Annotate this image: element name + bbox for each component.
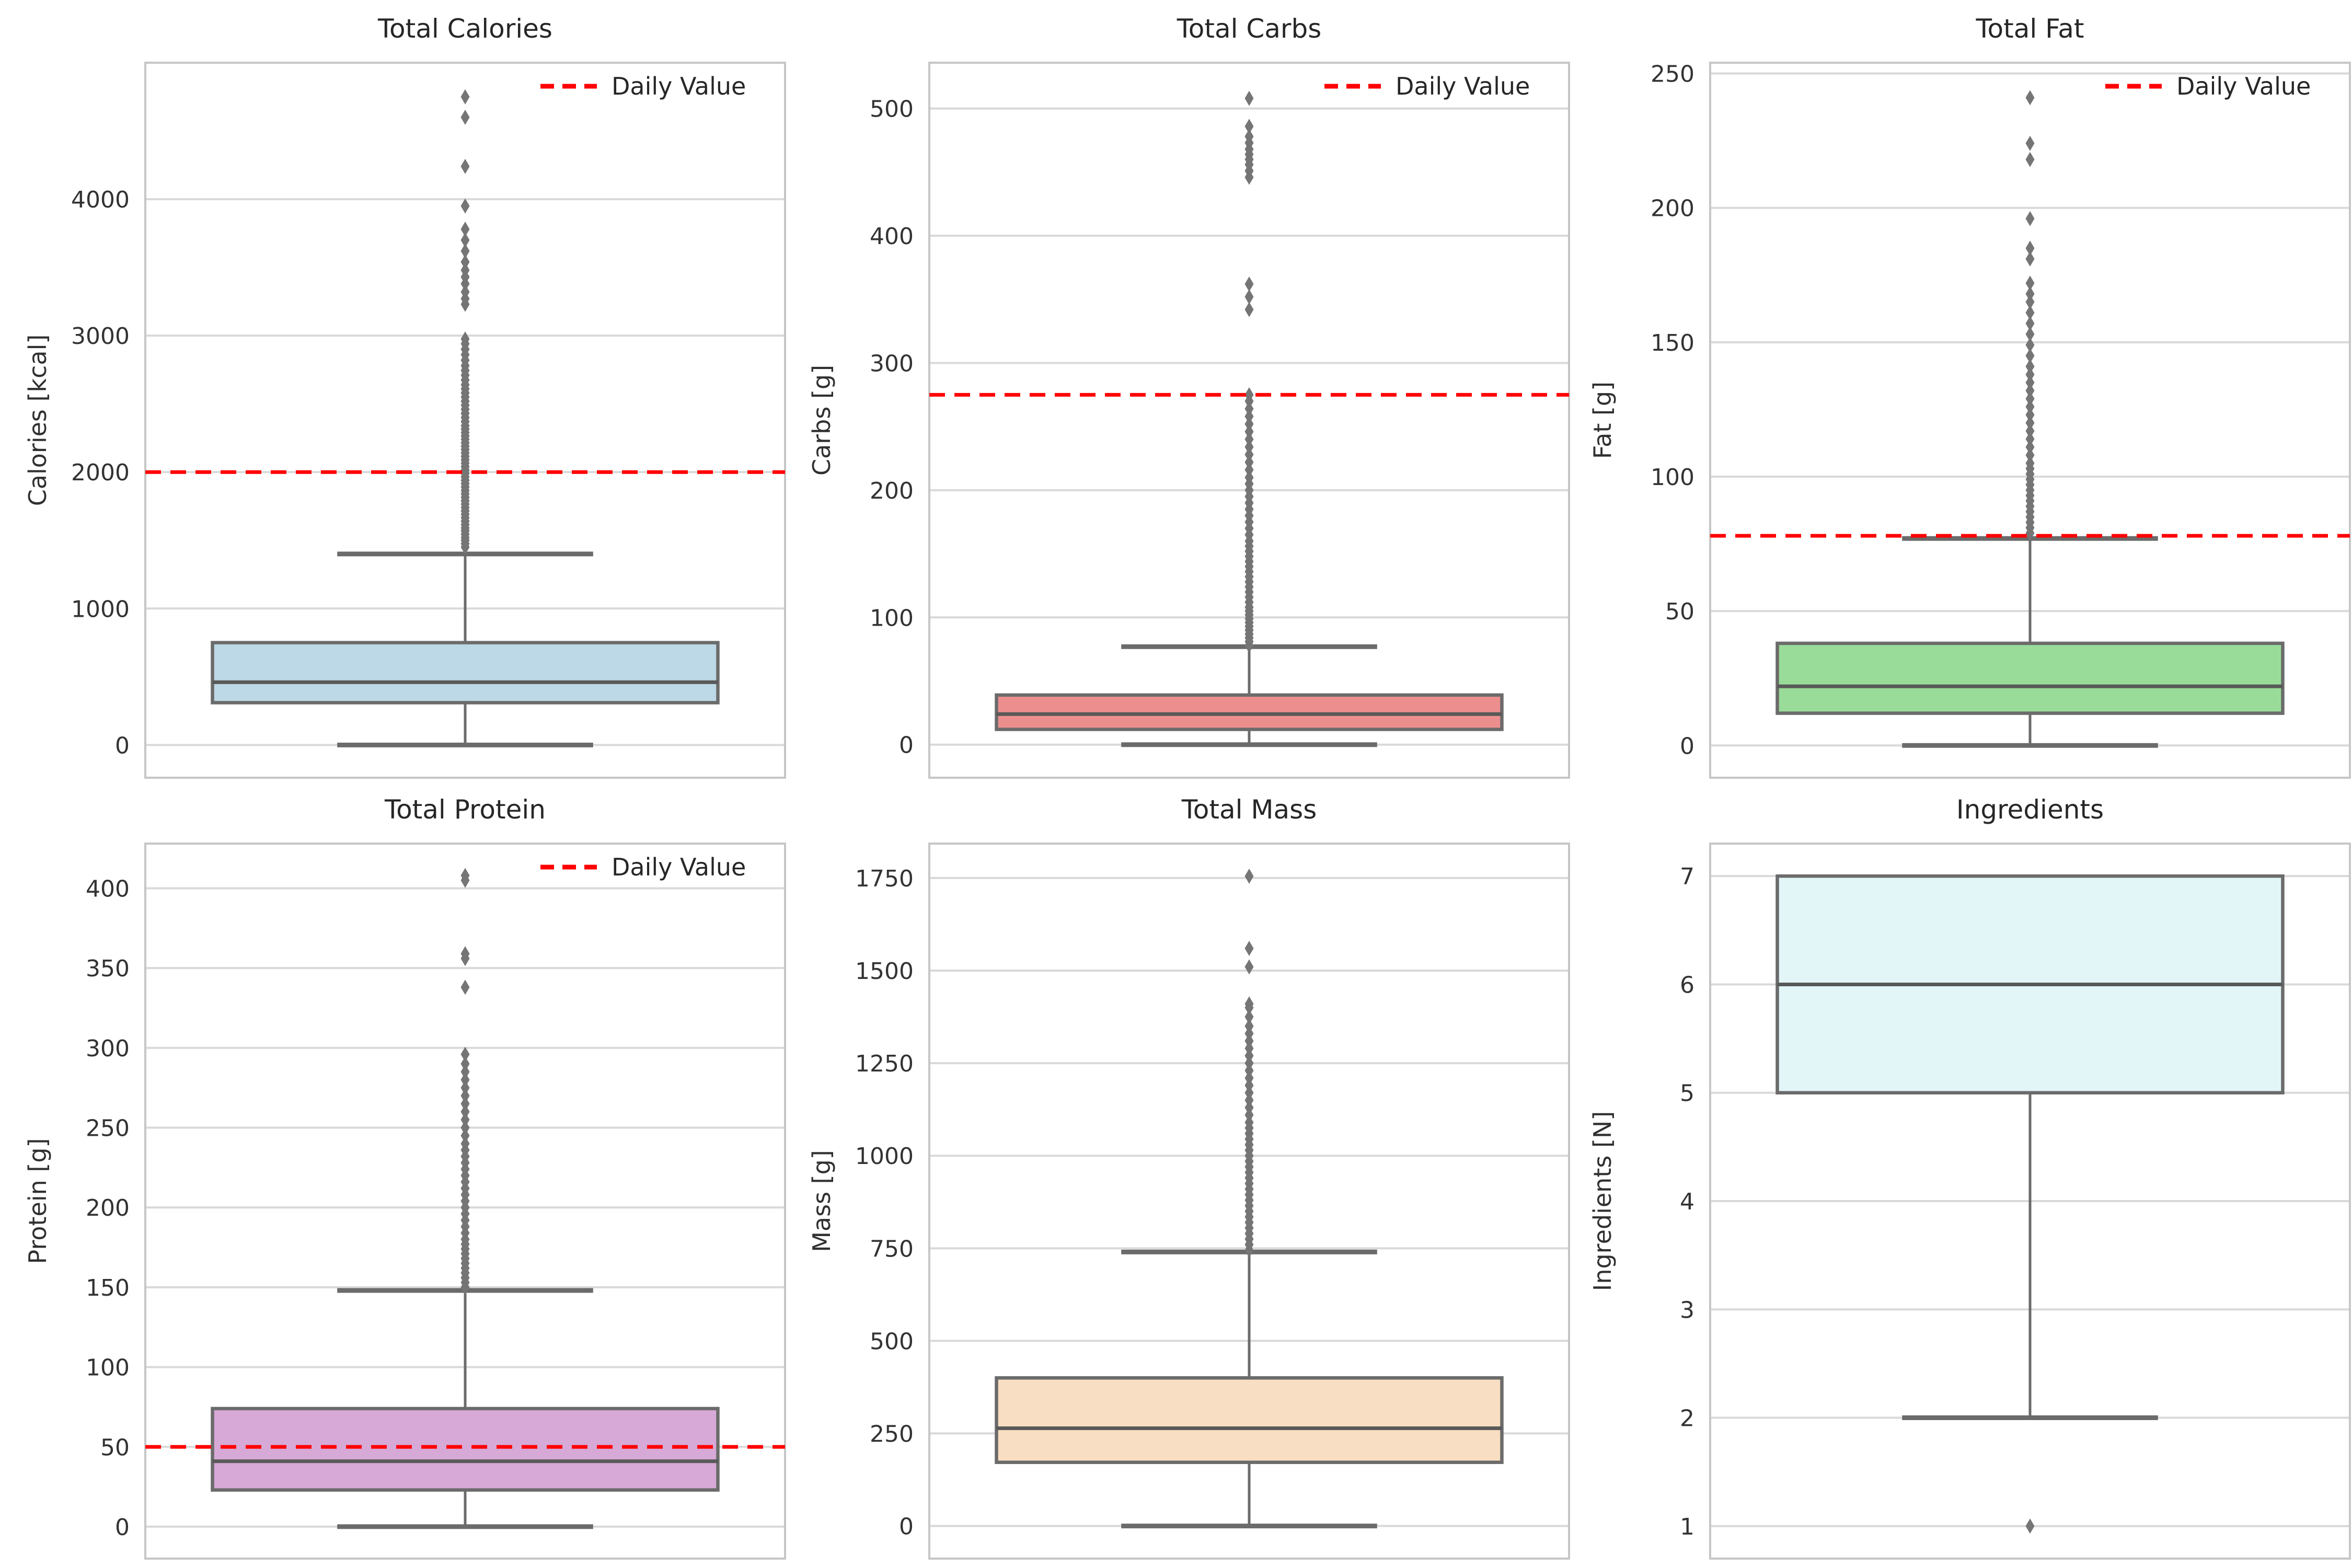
subplot-title: Total Fat [1976, 14, 2084, 44]
svg-text:250: 250 [1651, 61, 1694, 88]
svg-text:2000: 2000 [71, 459, 130, 486]
svg-text:750: 750 [870, 1236, 914, 1262]
svg-text:50: 50 [1665, 598, 1694, 625]
svg-text:7: 7 [1680, 863, 1694, 890]
svg-text:400: 400 [86, 876, 130, 903]
svg-text:5: 5 [1680, 1080, 1694, 1107]
svg-text:100: 100 [86, 1355, 130, 1381]
svg-text:2: 2 [1680, 1405, 1694, 1432]
svg-text:3000: 3000 [71, 323, 130, 350]
legend-label: Daily Value [612, 853, 746, 881]
svg-text:1000: 1000 [71, 596, 130, 622]
svg-text:500: 500 [870, 1328, 914, 1355]
svg-text:150: 150 [1651, 330, 1694, 356]
svg-text:1: 1 [1680, 1514, 1694, 1540]
legend: Daily Value [539, 853, 746, 881]
svg-text:400: 400 [870, 223, 914, 250]
svg-text:150: 150 [86, 1275, 130, 1301]
y-axis-label: Mass [g] [808, 1150, 836, 1252]
svg-text:50: 50 [100, 1434, 130, 1461]
dashed-line-icon [540, 84, 597, 89]
svg-text:0: 0 [115, 732, 130, 759]
svg-text:300: 300 [870, 350, 914, 377]
y-axis-label: Carbs [g] [808, 364, 836, 476]
svg-text:1750: 1750 [855, 866, 914, 892]
svg-text:3: 3 [1680, 1297, 1694, 1323]
svg-text:200: 200 [86, 1195, 130, 1221]
svg-text:200: 200 [870, 478, 914, 504]
svg-text:0: 0 [899, 732, 914, 759]
legend: Daily Value [1323, 72, 1530, 100]
subplot-title: Total Protein [385, 794, 546, 825]
subplot-title: Total Carbs [1177, 14, 1322, 44]
y-axis-label: Fat [g] [1588, 381, 1617, 459]
y-axis-label: Ingredients [N] [1588, 1111, 1617, 1292]
dashed-line-icon [1324, 84, 1381, 89]
svg-text:6: 6 [1680, 972, 1694, 998]
svg-text:100: 100 [1651, 464, 1694, 491]
subplot-title: Ingredients [1956, 794, 2104, 825]
legend-label: Daily Value [1396, 72, 1530, 100]
svg-text:1500: 1500 [855, 958, 914, 985]
subplot-title: Total Calories [378, 14, 552, 44]
svg-text:4: 4 [1680, 1189, 1694, 1215]
legend-label: Daily Value [612, 72, 746, 100]
dashed-line-icon [540, 864, 597, 870]
svg-text:350: 350 [86, 955, 130, 982]
svg-text:200: 200 [1651, 195, 1694, 222]
legend: Daily Value [539, 72, 746, 100]
subplot-title: Total Mass [1181, 794, 1317, 825]
svg-text:300: 300 [86, 1035, 130, 1062]
svg-text:250: 250 [86, 1115, 130, 1142]
y-axis-label: Calories [kcal] [24, 334, 52, 506]
svg-text:0: 0 [1680, 733, 1694, 759]
svg-text:0: 0 [115, 1514, 130, 1541]
svg-text:1250: 1250 [855, 1051, 914, 1077]
svg-text:1000: 1000 [855, 1143, 914, 1170]
svg-text:0: 0 [899, 1514, 914, 1540]
svg-text:4000: 4000 [71, 187, 130, 213]
legend: Daily Value [2104, 72, 2311, 100]
legend-label: Daily Value [2176, 72, 2311, 100]
dashed-line-icon [2105, 84, 2162, 89]
svg-text:100: 100 [870, 605, 914, 631]
svg-text:250: 250 [870, 1421, 914, 1448]
y-axis-label: Protein [g] [24, 1138, 52, 1264]
svg-text:500: 500 [870, 96, 914, 123]
